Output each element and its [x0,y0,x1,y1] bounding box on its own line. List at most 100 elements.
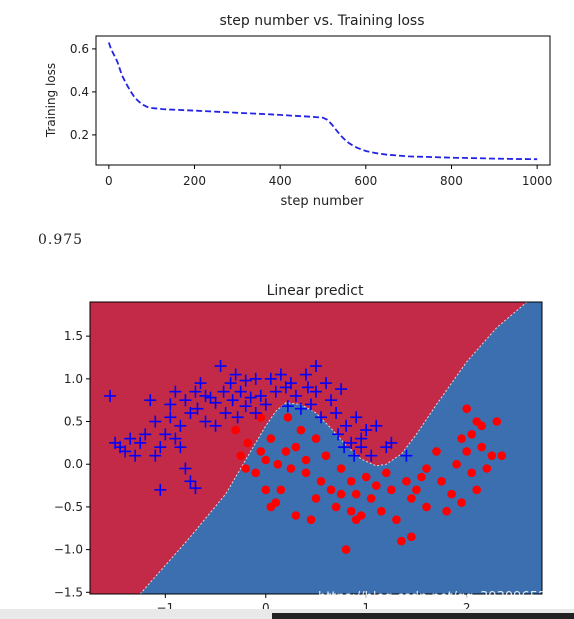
predict-y-tick-label: −1.5 [54,585,83,599]
loss-y-tick-label: 0.2 [70,128,89,142]
red-point [462,447,472,456]
blue-point [284,377,297,390]
blue-point [214,360,227,373]
loss-plot-frame [95,35,551,166]
red-point [271,498,281,507]
red-point [283,413,293,422]
loss-xlabel: step number [281,194,365,209]
red-point [243,438,252,448]
blue-point [159,428,172,441]
red-point [412,485,421,495]
blue-point [325,394,338,407]
blue-point [179,394,192,407]
red-point [442,506,451,516]
blue-point [315,411,328,424]
blue-point [124,432,137,445]
blue-point [174,419,187,432]
red-point [251,468,260,478]
blue-point [289,389,302,402]
red-point [457,498,466,507]
loss-x-ticks: 0 200 400 600 800 1000 [105,165,552,188]
red-point [276,485,286,495]
blue-point [184,475,197,488]
predict-x-tick-label: 2 [463,601,471,615]
blue-point [264,372,277,385]
red-point [286,464,296,473]
red-point [341,545,351,554]
predict-y-tick-label: 1.5 [64,329,83,343]
blue-point [370,419,383,432]
blue-point [304,398,317,411]
predict-y-tick-label: 0.5 [64,415,83,429]
red-point [346,506,356,516]
red-point [452,459,461,469]
blue-point [219,406,232,419]
blue-point [310,385,322,398]
blue-point [301,381,314,394]
blue-point [281,400,294,413]
red-point [492,417,502,426]
red-point [346,477,356,486]
red-point [447,489,456,499]
blue-point [385,436,398,449]
red-point [291,511,301,520]
red-point [422,464,431,473]
loss-chart-title: step number vs. Training loss [219,13,424,29]
red-point [387,485,396,495]
red-point [402,477,411,486]
red-point [236,451,245,461]
red-point [326,485,336,495]
predict-chart-title: Linear predict [267,283,364,299]
red-point [256,447,266,456]
blue-point [154,441,167,454]
blue-point [184,406,197,419]
blue-point [226,394,239,407]
red-point [311,494,321,503]
blue-point [189,482,202,495]
blue-point [191,402,204,415]
blue-point [338,441,351,454]
red-point [437,477,446,486]
blue-point [164,398,177,411]
red-point [241,464,250,473]
predict-plot-frame [89,301,543,595]
blue-point [104,389,117,402]
predict-y-tick-label: −1.0 [54,543,83,557]
loss-x-tick-label: 400 [269,174,292,188]
blue-point [129,449,142,462]
predict-y-tick-label: 1.0 [64,372,83,386]
red-point [477,442,487,452]
loss-y-tick-label: 0.6 [70,42,89,56]
blue-point [149,449,162,462]
blue-point [204,391,217,404]
blue-point [320,377,333,390]
red-point [382,468,391,478]
blue-point [217,385,230,398]
blue-point [174,441,187,454]
predict-x-tick-label: 0 [262,601,270,615]
red-point [256,413,266,422]
red-point [311,434,321,443]
loss-series-line [107,42,538,161]
blue-point [350,411,363,424]
blue-point [259,398,272,411]
red-point [336,489,346,499]
blue-point [169,432,182,445]
red-point [467,430,477,439]
blue-point [269,385,282,398]
blue-point [355,432,368,445]
red-point [497,451,507,461]
blue-point [249,406,262,419]
predict-y-tick-label: −0.5 [54,500,83,514]
blue-point [154,483,167,496]
red-point [397,536,406,546]
red-point [417,472,426,482]
blue-point [244,391,257,404]
red-point [266,434,276,443]
red-point [296,425,306,435]
red-point [291,442,301,452]
bottom-bar-dark [272,613,574,619]
loss-x-tick-label: 800 [440,174,463,188]
red-point [261,485,271,495]
